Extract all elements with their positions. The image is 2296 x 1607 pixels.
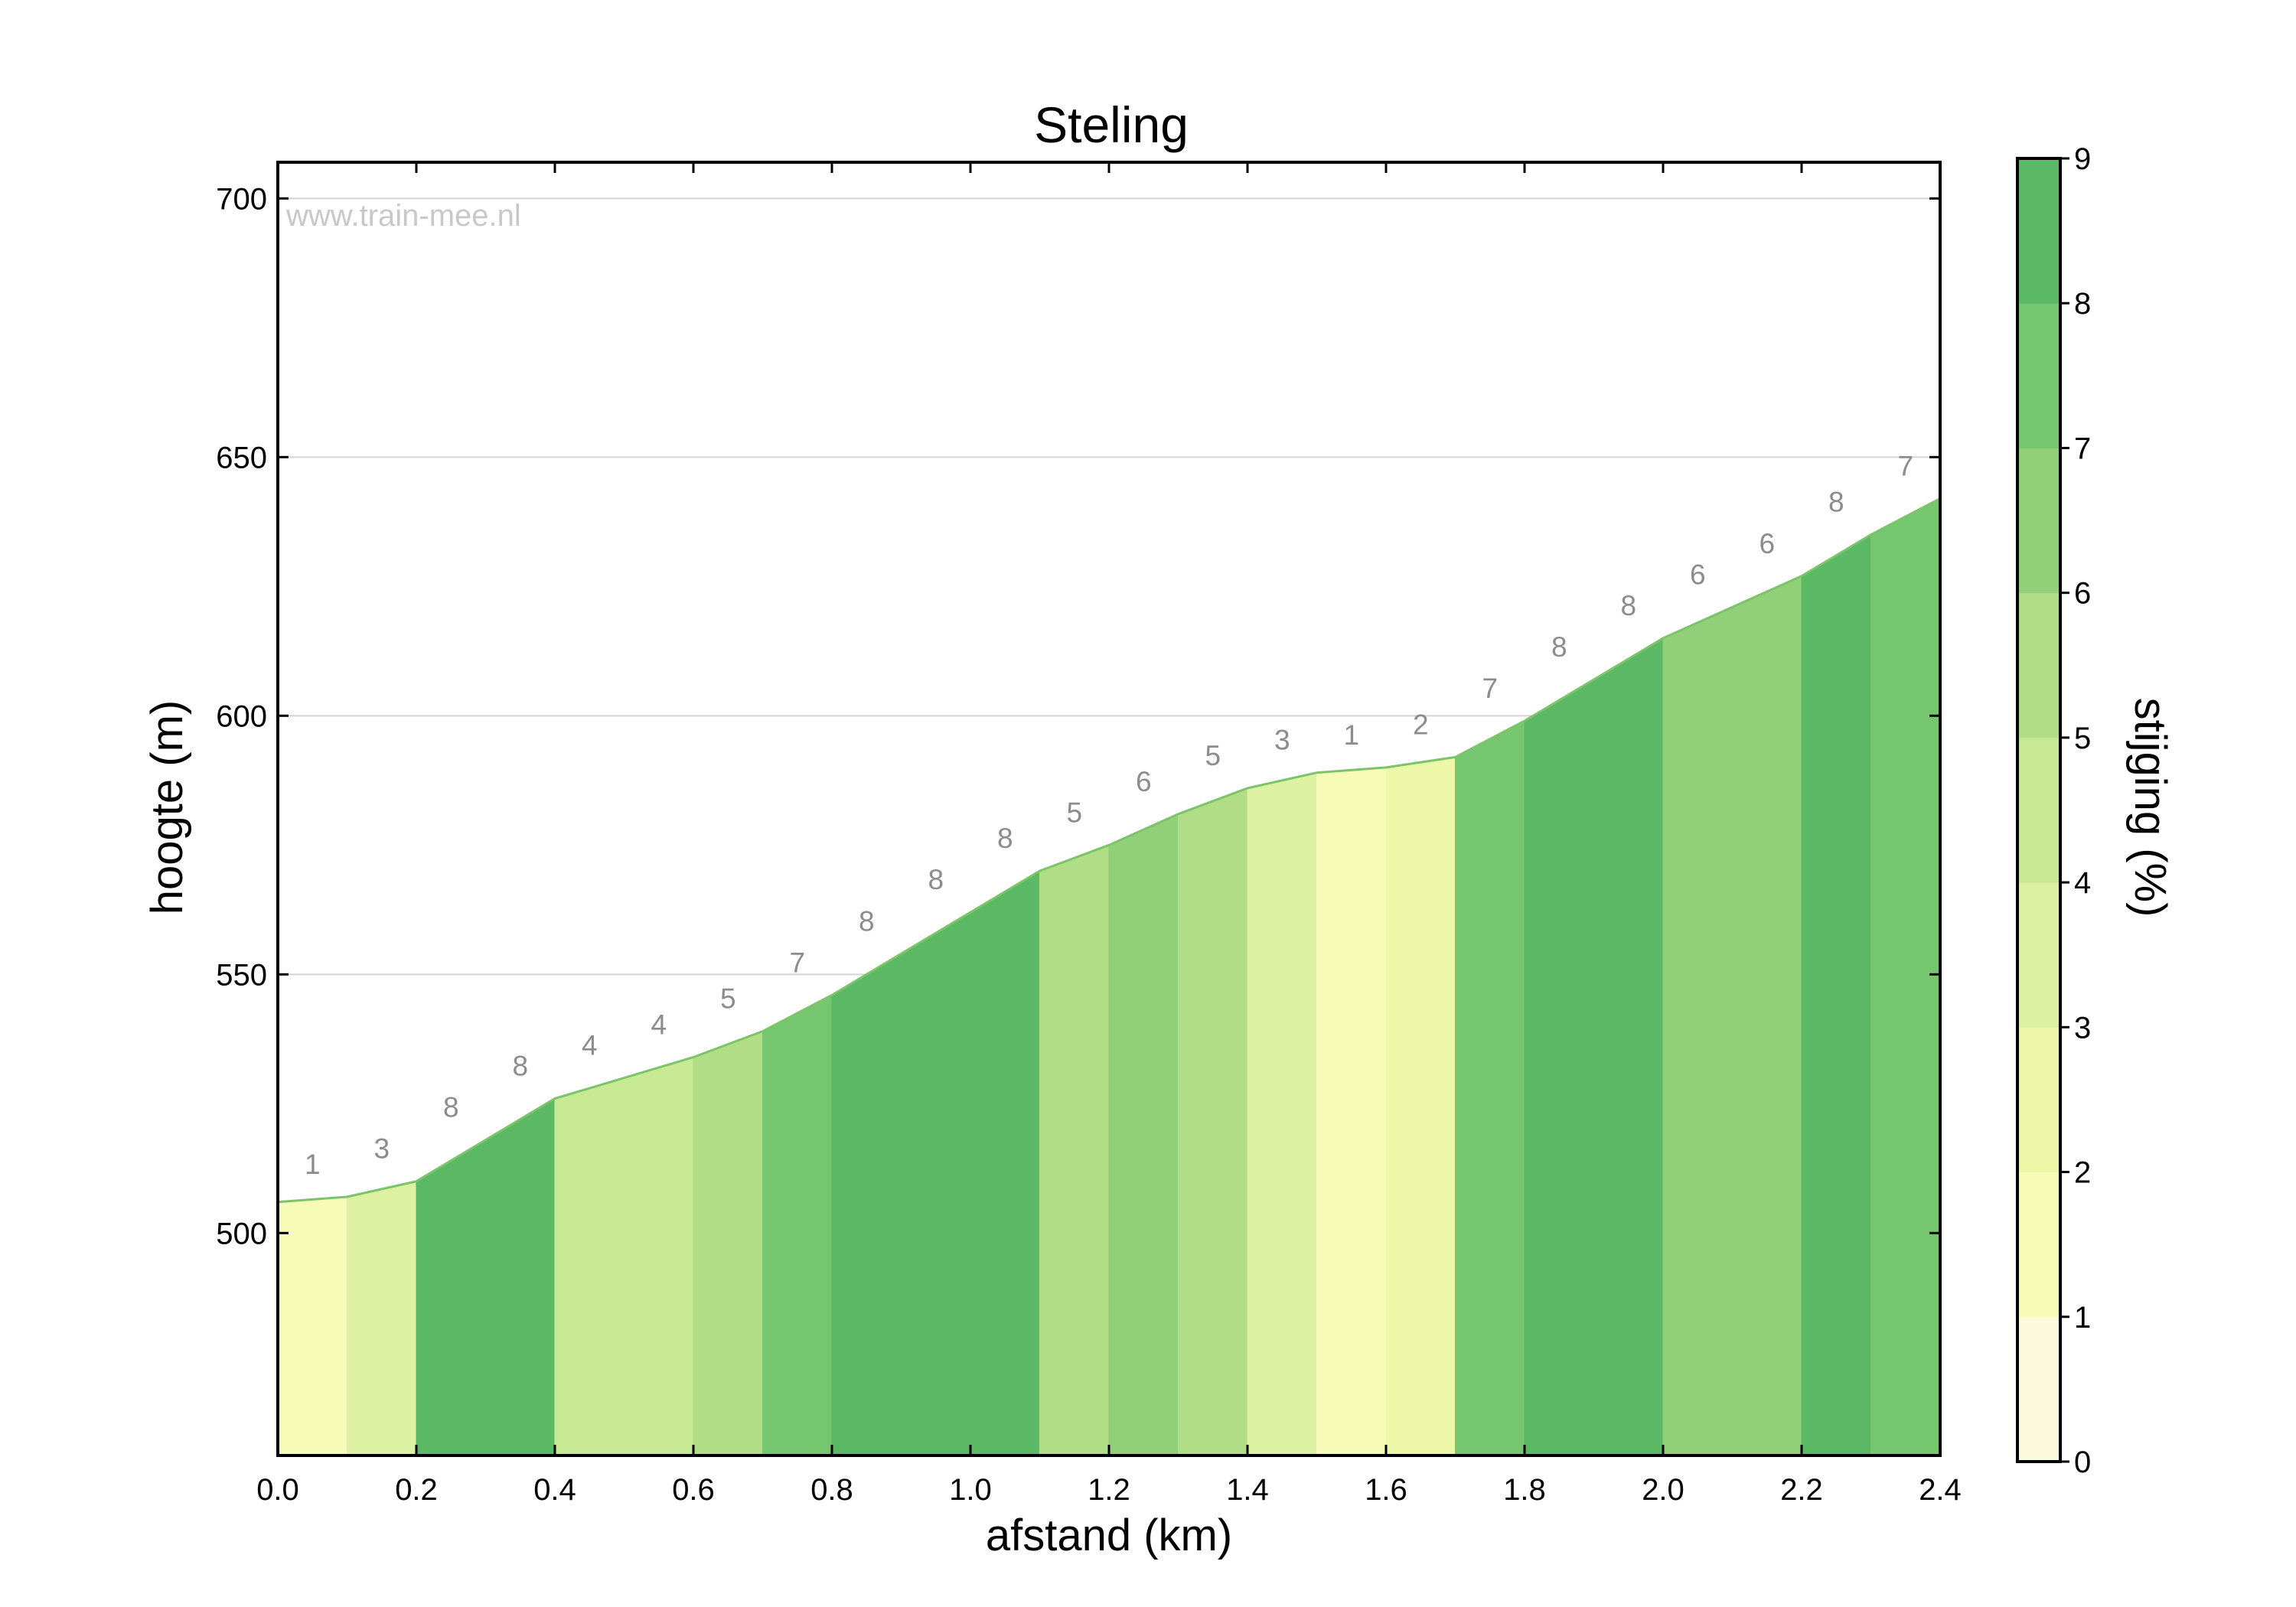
segment-area: [762, 994, 833, 1456]
colorbar-frame: [2016, 157, 2062, 1463]
x-tick-label: 1.6: [1365, 1473, 1407, 1507]
gradient-label: 8: [928, 864, 944, 895]
gradient-label: 6: [1136, 766, 1152, 797]
segment-area: [901, 911, 971, 1456]
segment-area: [554, 1077, 625, 1456]
segment-area: [277, 1196, 347, 1456]
x-tick-label: 1.8: [1503, 1473, 1546, 1507]
segment-area: [347, 1181, 417, 1456]
gradient-label: 8: [1620, 590, 1636, 621]
colorbar-band: [2017, 158, 2060, 304]
x-tick-label: 0.6: [672, 1473, 715, 1507]
colorbar-tick-label: 2: [2074, 1156, 2091, 1190]
x-tick-label: 1.4: [1226, 1473, 1269, 1507]
gradient-segments: [277, 497, 1941, 1456]
segment-area: [693, 1030, 763, 1456]
gradient-label: 7: [1897, 450, 1913, 481]
y-tick-label: 700: [216, 182, 267, 216]
colorbar-tick-label: 8: [2074, 287, 2091, 321]
segment-area: [1247, 772, 1317, 1456]
gradient-label: 8: [443, 1092, 459, 1123]
gradient-label: 8: [512, 1051, 528, 1082]
colorbar-band: [2017, 1316, 2060, 1462]
x-tick-label: 0.8: [810, 1473, 853, 1507]
x-tick-label: 0.2: [395, 1473, 438, 1507]
x-tick-label: 2.4: [1919, 1473, 1962, 1507]
gradient-label: 8: [859, 905, 875, 937]
gradient-label: 4: [651, 1009, 667, 1040]
gradient-label: 5: [720, 983, 736, 1015]
colorbar-band: [2017, 448, 2060, 594]
elevation-line-path: [277, 497, 1941, 1204]
colorbar-band: [2017, 1172, 2060, 1318]
x-tick-label: 0.4: [533, 1473, 576, 1507]
gradient-label: 5: [1066, 797, 1082, 828]
segment-area: [1455, 720, 1525, 1456]
x-tick-label: 2.2: [1780, 1473, 1823, 1507]
colorbar-tick-label: 5: [2074, 722, 2091, 755]
gradient-label: 3: [373, 1133, 390, 1165]
elevation-line: [277, 497, 1941, 1204]
segment-area: [485, 1097, 556, 1456]
gradient-label: 7: [789, 947, 805, 978]
segment-area: [1178, 787, 1248, 1456]
segment-area: [416, 1139, 486, 1456]
y-tick-label: 650: [216, 441, 267, 474]
gradient-label: 6: [1759, 528, 1775, 559]
gradient-label: 1: [1343, 719, 1359, 751]
gradient-labels: 1 3 8 8 4 4 5 7 8 8 8 5 6 5 3 1 2 7 8 8 6 6 8 7: [305, 450, 1913, 1180]
segment-area: [1524, 679, 1594, 1456]
colorbar-tick-label: 7: [2074, 432, 2091, 465]
x-tick-label: 2.0: [1642, 1473, 1684, 1507]
segment-area: [624, 1056, 694, 1456]
y-axis: 500 550 600 650 700: [216, 182, 1940, 1250]
watermark: www.train-mee.nl: [285, 199, 521, 233]
gradient-label: 8: [1828, 487, 1844, 518]
y-tick-label: 500: [216, 1217, 267, 1250]
segment-area: [831, 953, 902, 1456]
segment-area: [970, 870, 1040, 1456]
colorbar-tick-label: 3: [2074, 1011, 2091, 1045]
segment-area: [1870, 497, 1941, 1456]
gradient-label: 1: [305, 1149, 321, 1180]
y-tick-label: 550: [216, 958, 267, 992]
colorbar-tick-label: 4: [2074, 866, 2091, 900]
x-tick-label: 0.0: [256, 1473, 299, 1507]
gradient-label: 4: [582, 1030, 598, 1061]
colorbar-tick-label: 1: [2074, 1301, 2091, 1335]
colorbar-band: [2017, 1027, 2060, 1173]
y-axis-label: hoogte (m): [142, 700, 192, 914]
colorbar-band: [2017, 303, 2060, 448]
chart-title: Steling: [1034, 96, 1189, 153]
gradient-label: 2: [1413, 709, 1429, 740]
gradient-label: 8: [1551, 631, 1567, 663]
segment-area: [1316, 767, 1387, 1456]
colorbar-band: [2017, 882, 2060, 1028]
y-tick-label: 600: [216, 699, 267, 733]
segment-area: [1108, 813, 1179, 1456]
segment-area: [1385, 756, 1456, 1456]
segment-area: [1662, 606, 1733, 1456]
gradient-label: 7: [1482, 673, 1498, 704]
x-axis: 0.0 0.2 0.4 0.6 0.8 1.0 1.2 1.4 1.6 1.8 2.0 2.2 2.4: [256, 162, 1962, 1507]
colorbar-tick-label: 9: [2074, 142, 2091, 176]
x-tick-label: 1.2: [1088, 1473, 1130, 1507]
colorbar-label: stijging (%): [2125, 698, 2175, 918]
colorbar-band: [2017, 737, 2060, 883]
colorbar: 0 1 2 3 4 5 6 7 8 9: [2016, 142, 2091, 1479]
gradient-label: 8: [997, 823, 1013, 854]
segment-area: [1593, 637, 1664, 1456]
x-tick-label: 1.0: [949, 1473, 992, 1507]
colorbar-tick-label: 0: [2074, 1446, 2091, 1479]
colorbar-tick-label: 6: [2074, 577, 2091, 611]
colorbar-band: [2017, 592, 2060, 738]
segment-area: [1801, 533, 1871, 1456]
gradient-label: 5: [1205, 740, 1221, 771]
segment-area: [1732, 575, 1802, 1456]
gradient-label: 6: [1690, 559, 1706, 590]
segment-area: [1039, 844, 1110, 1456]
gradient-label: 3: [1274, 725, 1290, 756]
x-axis-label: afstand (km): [986, 1511, 1232, 1560]
